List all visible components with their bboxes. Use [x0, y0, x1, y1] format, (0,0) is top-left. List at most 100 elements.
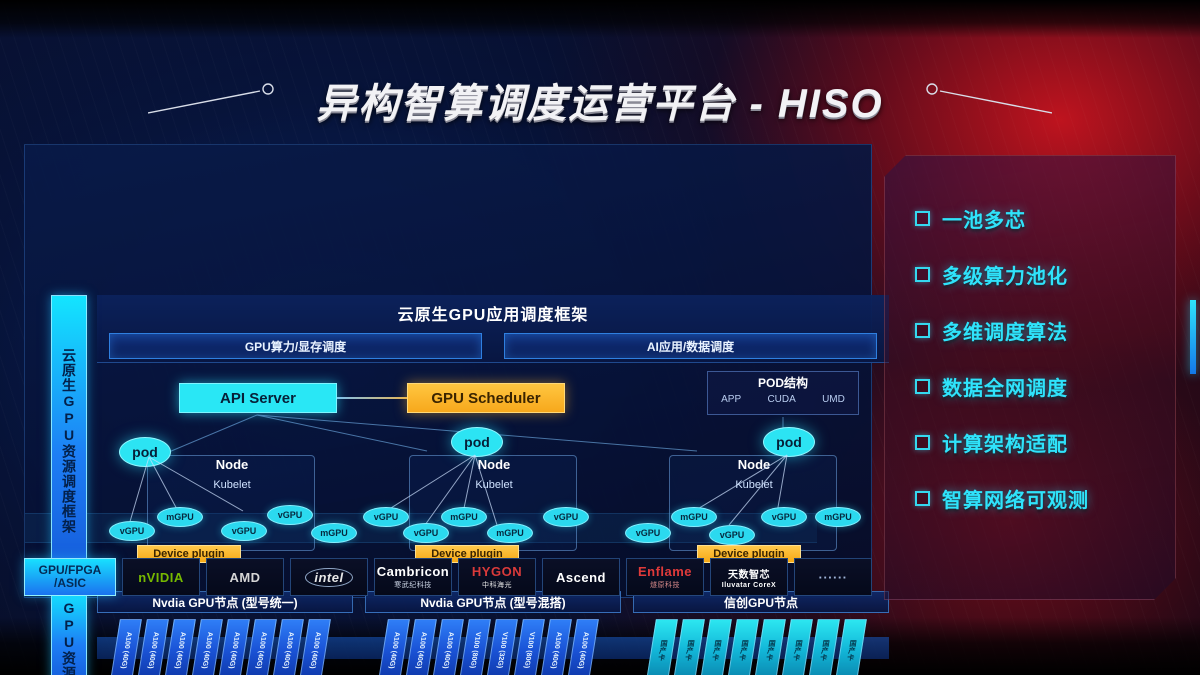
gpu-card[interactable]: 国产卡	[673, 619, 705, 675]
gpu-card[interactable]: V100 (32G)	[486, 619, 518, 675]
gpu-card-label: A100 (40G)	[387, 631, 401, 669]
gpu-card-label: 国产卡	[819, 639, 830, 661]
vendor-name: Enflame	[637, 564, 693, 579]
gpu-card[interactable]: A100 (40G)	[272, 619, 304, 675]
gpu-ellipse[interactable]: mGPU	[311, 523, 357, 543]
vendor-logo-iluvatar[interactable]: 天数智芯 Iluvatar CoreX	[710, 558, 788, 596]
feature-item-4[interactable]: 数据全网调度	[915, 358, 1175, 414]
vendor-logo-enflame[interactable]: Enflame 燧原科技	[626, 558, 704, 596]
gpu-ellipse[interactable]: vGPU	[761, 507, 807, 527]
gpu-ellipse[interactable]: vGPU	[363, 507, 409, 527]
top-vignette	[0, 0, 1200, 38]
pod-ellipse[interactable]: pod	[451, 427, 503, 457]
gpu-ellipse[interactable]: vGPU	[543, 507, 589, 527]
gpu-card[interactable]: 国产卡	[700, 619, 732, 675]
gpu-ellipse[interactable]: vGPU	[709, 525, 755, 545]
gpu-card[interactable]: 国产卡	[781, 619, 813, 675]
gpu-card-label: A100 (40G)	[549, 631, 563, 669]
vendor-logo-cambricon[interactable]: Cambricon 寒武纪科技	[374, 558, 452, 596]
node-internal-lines	[128, 456, 244, 526]
gpu-card-label: A100 (40G)	[254, 631, 268, 669]
gpu-card[interactable]: 国产卡	[727, 619, 759, 675]
feature-label: 一池多芯	[942, 209, 1026, 232]
vendor-logo-more[interactable]: ······	[794, 558, 872, 596]
gpu-card[interactable]: A100 (40G)	[567, 619, 599, 675]
feature-item-5[interactable]: 计算架构适配	[915, 414, 1175, 470]
vendor-logo-hygon[interactable]: HYGON 中科海光	[458, 558, 536, 596]
sidebar-tab-framework[interactable]: 云原生GPU资源调度框架	[51, 295, 87, 587]
pod-ellipse[interactable]: pod	[763, 427, 815, 457]
gpu-card[interactable]: 国产卡	[754, 619, 786, 675]
sidebar-tab-resource[interactable]: GPU资源	[51, 591, 87, 675]
gpu-card[interactable]: A100 (40G)	[540, 619, 572, 675]
vendor-sub: 中科海光	[482, 582, 512, 589]
gpu-card-label: 国产卡	[684, 639, 695, 661]
gpu-card[interactable]: V100 (80G)	[513, 619, 545, 675]
gpu-card-label: A100 (40G)	[414, 631, 428, 669]
node-bar-nvidia-uniform[interactable]: Nvdia GPU节点 (型号统一)	[97, 591, 353, 613]
gpu-card[interactable]: A100 (40G)	[164, 619, 196, 675]
gpu-card-label: A100 (40G)	[281, 631, 295, 669]
gpu-ellipse[interactable]: mGPU	[815, 507, 861, 527]
gpu-card[interactable]: A100 (40G)	[299, 619, 331, 675]
gpu-ellipse[interactable]: vGPU	[221, 521, 267, 541]
vendor-logo-intel[interactable]: intel	[290, 558, 368, 596]
subbar-gpu-compute[interactable]: GPU算力/显存调度	[109, 333, 482, 359]
gpu-card-label: V100 (80G)	[468, 631, 482, 669]
vendor-name: 天数智芯	[728, 569, 770, 581]
feature-label: 数据全网调度	[942, 377, 1068, 400]
feature-item-2[interactable]: 多级算力池化	[915, 246, 1175, 302]
gpu-card-label: A100 (40G)	[200, 631, 214, 669]
gpu-ellipse[interactable]: mGPU	[671, 507, 717, 527]
gpu-card-group-1: A100 (40G) A100 (40G) A100 (40G) A100 (4…	[110, 619, 331, 675]
gpu-card[interactable]: 国产卡	[835, 619, 867, 675]
gpu-ellipse[interactable]: vGPU	[109, 521, 155, 541]
gpu-card[interactable]: A100 (40G)	[378, 619, 410, 675]
checkbox-icon	[915, 267, 930, 282]
feature-item-6[interactable]: 智算网络可观测	[915, 470, 1175, 526]
subbar-ai-data[interactable]: AI应用/数据调度	[504, 333, 877, 359]
pod-layer-app: APP	[721, 394, 742, 405]
gpu-card-label: V100 (32G)	[495, 631, 509, 669]
vendor-logo-amd[interactable]: AMD	[206, 558, 284, 596]
gpu-card[interactable]: A100 (40G)	[405, 619, 437, 675]
gpu-ellipse[interactable]: mGPU	[157, 507, 203, 527]
vendor-logo-ascend[interactable]: Ascend	[542, 558, 620, 596]
gpu-card[interactable]: A100 (40G)	[432, 619, 464, 675]
vendor-name: Ascend	[556, 569, 606, 585]
vendor-sub: Iluvatar CoreX	[721, 581, 777, 589]
gpu-card[interactable]: A100 (40G)	[137, 619, 169, 675]
gpu-ellipse[interactable]: vGPU	[625, 523, 671, 543]
gpu-card-group-2: A100 (40G) A100 (40G) A100 (40G) V100 (8…	[378, 619, 599, 675]
checkbox-icon	[915, 211, 930, 226]
gpu-card-label: A100 (40G)	[146, 631, 160, 669]
feature-item-1[interactable]: 一池多芯	[915, 190, 1175, 246]
gpu-card[interactable]: V100 (80G)	[459, 619, 491, 675]
feature-item-3[interactable]: 多维调度算法	[915, 302, 1175, 358]
gpu-card-label: A100 (40G)	[441, 631, 455, 669]
gpu-card-label: 国产卡	[657, 639, 668, 661]
gpu-card[interactable]: A100 (40G)	[110, 619, 142, 675]
gpu-card-label: V100 (80G)	[522, 631, 536, 669]
gpu-ellipse[interactable]: mGPU	[487, 523, 533, 543]
vendor-sub: 寒武纪科技	[394, 582, 432, 589]
checkbox-icon	[915, 379, 930, 394]
feature-label: 多维调度算法	[942, 321, 1068, 344]
gpu-card-group-3: 国产卡 国产卡 国产卡 国产卡 国产卡 国产卡 国产卡 国产卡	[646, 619, 867, 675]
gpu-ellipse[interactable]: mGPU	[441, 507, 487, 527]
gpu-card[interactable]: 国产卡	[808, 619, 840, 675]
gpu-card[interactable]: A100 (40G)	[191, 619, 223, 675]
vendor-logo-nvidia[interactable]: nVIDIA	[122, 558, 200, 596]
gpu-card[interactable]: A100 (40G)	[245, 619, 277, 675]
gpu-card[interactable]: A100 (40G)	[218, 619, 250, 675]
vendor-logo-row: GPU/FPGA /ASIC nVIDIA AMD intel Cambrico…	[24, 558, 872, 596]
page-title: 异构智算调度运营平台 - HISO	[316, 82, 884, 126]
feature-label: 智算网络可观测	[942, 489, 1089, 512]
gpu-ellipse[interactable]: vGPU	[403, 523, 449, 543]
feature-list-panel: 一池多芯 多级算力池化 多维调度算法 数据全网调度 计算架构适配 智算网络可观测	[884, 155, 1176, 600]
gpu-card[interactable]: 国产卡	[646, 619, 678, 675]
gpu-ellipse[interactable]: vGPU	[267, 505, 313, 525]
pod-ellipse[interactable]: pod	[119, 437, 171, 467]
api-server-node[interactable]: API Server	[179, 383, 337, 413]
gpu-scheduler-node[interactable]: GPU Scheduler	[407, 383, 565, 413]
